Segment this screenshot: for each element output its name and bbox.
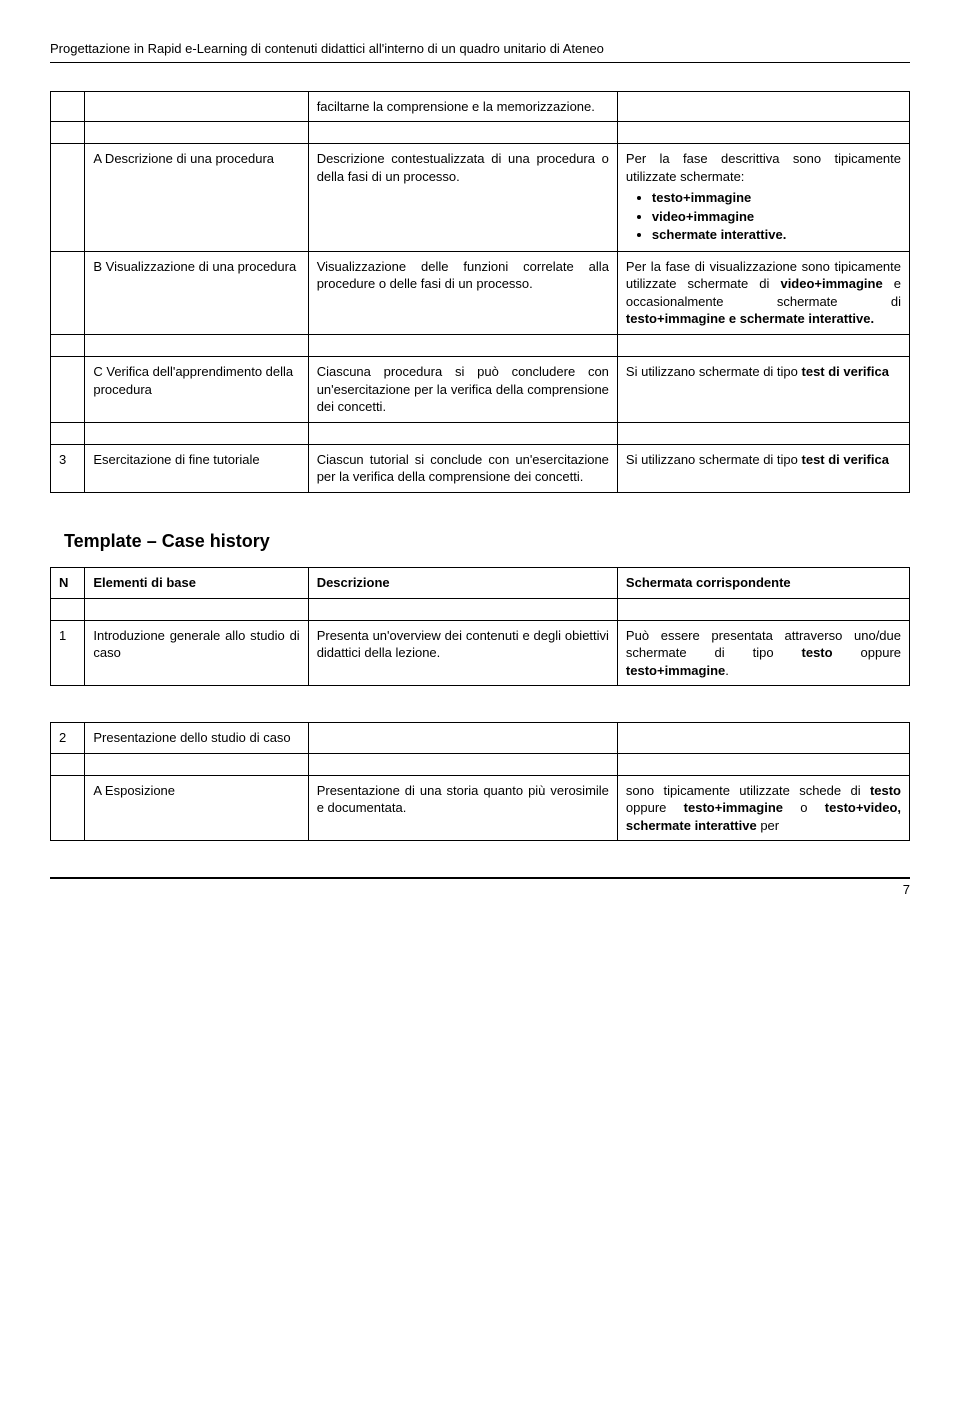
cell-b: Presenta un'overview dei contenuti e deg… [308, 620, 617, 686]
cell-n: 3 [51, 444, 85, 492]
cell-a: Esercitazione di fine tutoriale [85, 444, 308, 492]
table-row [51, 422, 910, 444]
table-row [51, 753, 910, 775]
table-row: 1 Introduzione generale allo studio di c… [51, 620, 910, 686]
cell-b: Ciascuna procedura si può concludere con… [308, 357, 617, 423]
cell-b: Descrizione contestualizzata di una proc… [308, 144, 617, 252]
cell-b: Ciascun tutorial si conclude con un'eser… [308, 444, 617, 492]
cell-b: Presentazione di una storia quanto più v… [308, 775, 617, 841]
th-b: Descrizione [308, 568, 617, 599]
cell-n [51, 357, 85, 423]
cell-c-intro: Per la fase descrittiva sono tipicamente… [626, 151, 901, 184]
cell-a: Introduzione generale allo studio di cas… [85, 620, 308, 686]
cell-c-bullets: testo+immagine video+immagine schermate … [626, 189, 901, 244]
cell-n [51, 91, 85, 122]
th-c: Schermata corrispondente [617, 568, 909, 599]
cell-c: Si utilizzano schermate di tipo test di … [617, 357, 909, 423]
bullet-item: schermate interattive. [652, 226, 901, 244]
page-header: Progettazione in Rapid e-Learning di con… [50, 40, 910, 63]
table-row: C Verifica dell'apprendimento della proc… [51, 357, 910, 423]
cell-a: B Visualizzazione di una procedura [85, 251, 308, 334]
cell-b: faciltarne la comprensione e la memorizz… [308, 91, 617, 122]
page-number: 7 [903, 882, 910, 897]
header-title: Progettazione in Rapid e-Learning di con… [50, 41, 604, 56]
cell-c: Si utilizzano schermate di tipo test di … [617, 444, 909, 492]
cell-c: sono tipicamente utilizzate schede di te… [617, 775, 909, 841]
table-row: faciltarne la comprensione e la memorizz… [51, 91, 910, 122]
cell-c [617, 91, 909, 122]
table-header-row: N Elementi di base Descrizione Schermata… [51, 568, 910, 599]
bullet-item: testo+immagine [652, 189, 901, 207]
table-row [51, 598, 910, 620]
table-case-history: N Elementi di base Descrizione Schermata… [50, 567, 910, 686]
table-procedura: faciltarne la comprensione e la memorizz… [50, 91, 910, 493]
section-title: Template – Case history [64, 529, 910, 553]
th-a: Elementi di base [85, 568, 308, 599]
cell-c: Per la fase di visualizzazione sono tipi… [617, 251, 909, 334]
cell-a: C Verifica dell'apprendimento della proc… [85, 357, 308, 423]
table-row: 2 Presentazione dello studio di caso [51, 723, 910, 754]
cell-n: 2 [51, 723, 85, 754]
cell-c [617, 723, 909, 754]
cell-a [85, 91, 308, 122]
cell-a: A Esposizione [85, 775, 308, 841]
cell-n [51, 251, 85, 334]
table-row: A Descrizione di una procedura Descrizio… [51, 144, 910, 252]
cell-c: Può essere presentata attraverso uno/due… [617, 620, 909, 686]
cell-a: A Descrizione di una procedura [85, 144, 308, 252]
bullet-item: video+immagine [652, 208, 901, 226]
th-n: N [51, 568, 85, 599]
cell-c: Per la fase descrittiva sono tipicamente… [617, 144, 909, 252]
cell-b: Visualizzazione delle funzioni correlate… [308, 251, 617, 334]
table-presentazione: 2 Presentazione dello studio di caso A E… [50, 722, 910, 841]
table-row [51, 122, 910, 144]
table-row: B Visualizzazione di una procedura Visua… [51, 251, 910, 334]
page-footer: 7 [50, 877, 910, 899]
table-row [51, 335, 910, 357]
cell-a: Presentazione dello studio di caso [85, 723, 308, 754]
table-row: A Esposizione Presentazione di una stori… [51, 775, 910, 841]
cell-b [308, 723, 617, 754]
table-row: 3 Esercitazione di fine tutoriale Ciascu… [51, 444, 910, 492]
cell-n [51, 775, 85, 841]
cell-n: 1 [51, 620, 85, 686]
cell-n [51, 144, 85, 252]
